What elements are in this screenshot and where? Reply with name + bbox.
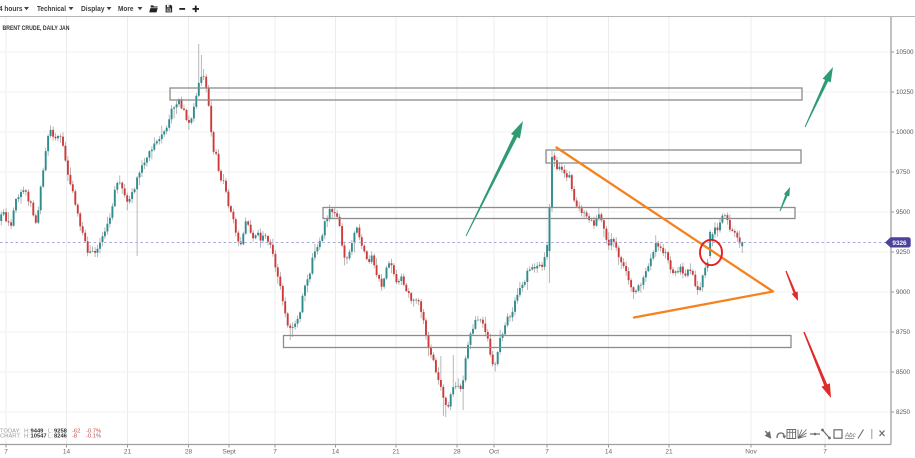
svg-text:9000: 9000 (896, 289, 911, 296)
svg-text:7: 7 (823, 449, 827, 456)
svg-text:9449: 9449 (31, 429, 45, 435)
svg-text:14: 14 (63, 449, 71, 456)
svg-text:14: 14 (332, 449, 340, 456)
svg-text:TODAY:: TODAY: (0, 429, 21, 435)
svg-text:21: 21 (124, 449, 132, 456)
svg-text:8246: 8246 (54, 434, 68, 440)
svg-text:7: 7 (273, 449, 277, 456)
svg-text:Nov: Nov (745, 449, 757, 456)
svg-text:10547: 10547 (31, 434, 47, 440)
svg-text:28: 28 (185, 449, 193, 456)
svg-text:Abc: Abc (844, 432, 857, 439)
svg-text:9750: 9750 (896, 169, 911, 176)
svg-text:L:: L: (48, 429, 53, 435)
svg-text:9258: 9258 (54, 429, 68, 435)
svg-text:Display: Display (81, 4, 105, 13)
svg-text:-8: -8 (72, 434, 77, 440)
svg-text:21: 21 (665, 449, 673, 456)
svg-text:H:: H: (24, 434, 30, 440)
svg-text:7: 7 (4, 449, 8, 456)
svg-text:-62: -62 (72, 429, 80, 435)
svg-text:L:: L: (48, 434, 53, 440)
svg-text:Oct: Oct (489, 449, 499, 456)
svg-text:10250: 10250 (896, 89, 914, 96)
svg-text:7: 7 (545, 449, 549, 456)
svg-text:-0.7%: -0.7% (86, 429, 101, 435)
svg-text:H:: H: (24, 429, 30, 435)
svg-text:9500: 9500 (896, 209, 911, 216)
svg-text:10000: 10000 (896, 129, 914, 136)
svg-text:More: More (118, 4, 134, 13)
svg-text:8750: 8750 (896, 329, 911, 336)
svg-text:8250: 8250 (896, 409, 911, 416)
svg-text:9326: 9326 (892, 240, 907, 247)
svg-text:8500: 8500 (896, 369, 911, 376)
svg-text:4 hours: 4 hours (0, 4, 23, 13)
svg-text:9250: 9250 (896, 249, 911, 256)
svg-text:Sept: Sept (222, 449, 236, 456)
svg-text:CHART:: CHART: (0, 434, 21, 440)
svg-text:-0.1%: -0.1% (86, 434, 101, 440)
svg-text:21: 21 (392, 449, 400, 456)
svg-text:10500: 10500 (896, 49, 914, 56)
svg-text:BRENT CRUDE, DAILY JAN: BRENT CRUDE, DAILY JAN (3, 25, 70, 32)
svg-text:14: 14 (605, 449, 613, 456)
svg-text:Technical: Technical (37, 4, 66, 13)
svg-text:28: 28 (453, 449, 461, 456)
